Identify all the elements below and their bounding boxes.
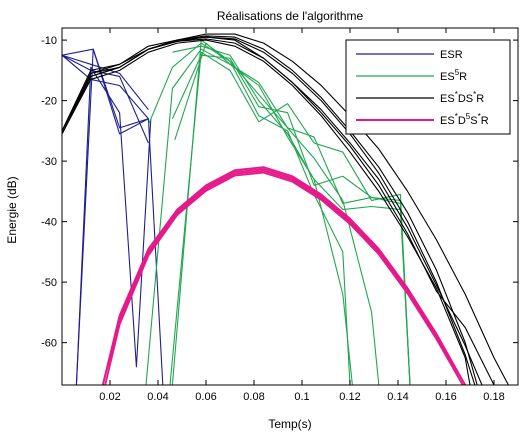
series-3-line-0	[101, 166, 466, 385]
series-1-line-2	[171, 54, 411, 385]
series-3-line-3	[104, 171, 464, 385]
series-2-line-1	[62, 35, 478, 385]
series-1-line-4	[174, 42, 411, 385]
x-tick-label: 0.1	[294, 391, 309, 403]
x-tick-label: 0.04	[147, 391, 168, 403]
series-3-line-1	[101, 168, 466, 385]
x-tick-label: 0.02	[99, 391, 120, 403]
x-tick-label: 0.08	[243, 391, 264, 403]
x-tick-label: 0.12	[339, 391, 360, 403]
plot-lines	[62, 33, 509, 385]
x-axis-label: Temp(s)	[268, 417, 311, 431]
series-0-line-0	[62, 54, 164, 385]
x-tick-label: 0.16	[435, 391, 456, 403]
y-tick-label: -10	[41, 35, 57, 47]
x-tick-label: 0.18	[483, 391, 504, 403]
y-tick-label: -30	[41, 156, 57, 168]
series-3-line-2	[101, 169, 464, 385]
legend-label-0: ESR	[440, 49, 463, 61]
y-tick-label: -50	[41, 277, 57, 289]
legend-label-3: ES*D5S*R	[440, 112, 489, 127]
y-tick-label: -40	[41, 217, 57, 229]
chart-title: Réalisations de l'algorithme	[217, 9, 364, 23]
x-tick-label: 0.14	[387, 391, 408, 403]
legend: ESR ES5R ES*DS*R ES*D5S*R	[345, 39, 511, 135]
series-1-line-6	[171, 39, 351, 385]
x-tick-label: 0.06	[195, 391, 216, 403]
legend-label-2: ES*DS*R	[440, 90, 484, 105]
series-0-line-4	[75, 66, 152, 385]
y-ticks: -10 -20 -30 -40 -50 -60	[41, 35, 518, 350]
series-1-line-0	[145, 48, 353, 385]
legend-label-1: ES5R	[440, 68, 467, 83]
y-tick-label: -20	[41, 96, 57, 108]
plot-frame	[61, 27, 519, 386]
series-1-line-1	[147, 42, 380, 385]
y-tick-label: -60	[41, 338, 57, 350]
legend-box	[345, 39, 511, 135]
y-axis-label: Energie (dB)	[5, 176, 19, 243]
x-ticks: 0.02 0.04 0.06 0.08 0.1 0.12 0.14 0.16 0.18	[99, 28, 505, 403]
series-0-line-3	[75, 48, 149, 385]
series-0-line-1	[62, 54, 149, 144]
series-2-line-5	[62, 39, 471, 385]
